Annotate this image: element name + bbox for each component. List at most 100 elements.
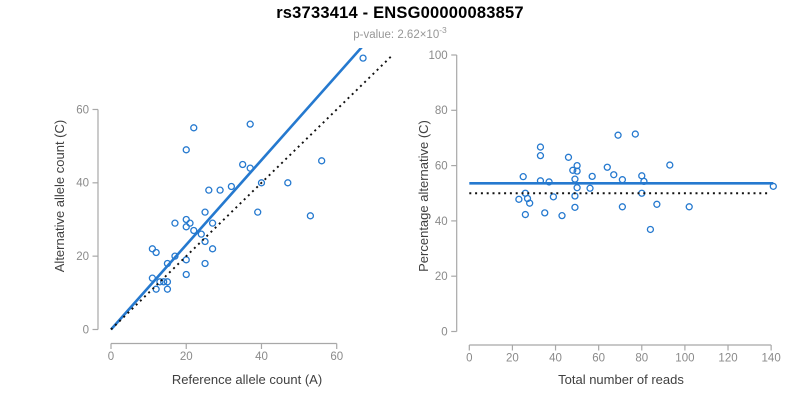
data-point	[536, 143, 545, 151]
data-point	[152, 248, 160, 257]
data-point	[216, 186, 224, 194]
data-point	[653, 200, 661, 208]
data-point	[573, 184, 581, 192]
x-tick-label: 60	[592, 353, 605, 365]
data-point	[318, 157, 326, 165]
data-point	[197, 230, 205, 238]
x-tick-label: 40	[549, 353, 562, 365]
data-point	[160, 278, 168, 286]
y-tick-label: 60	[76, 104, 89, 116]
p-value-mantissa: 2.62×10	[397, 28, 440, 41]
data-point	[190, 226, 198, 235]
data-point	[564, 153, 573, 161]
data-point	[171, 219, 179, 227]
identity-line	[110, 54, 392, 331]
data-point	[586, 184, 594, 192]
data-point	[201, 237, 209, 246]
data-point	[201, 259, 209, 268]
data-point	[163, 285, 172, 293]
data-point	[359, 54, 367, 62]
data-point	[618, 176, 627, 184]
x-tick-label: 40	[255, 351, 268, 363]
data-point	[618, 203, 627, 211]
data-point	[588, 172, 596, 181]
y-tick-label: 0	[83, 324, 89, 336]
data-point	[239, 160, 247, 169]
data-point	[182, 256, 190, 264]
data-point	[208, 245, 217, 253]
data-point	[182, 146, 190, 154]
data-point	[541, 209, 549, 217]
p-value-label: p-value:	[353, 28, 398, 41]
data-point	[573, 167, 581, 175]
data-point	[186, 219, 194, 227]
data-point	[569, 166, 577, 174]
y-tick-label: 100	[429, 50, 448, 62]
y-axis-title: Percentage alternative (C)	[416, 120, 431, 272]
x-tick-label: 60	[330, 351, 343, 363]
y-axis-title: Alternative allele count (C)	[52, 120, 67, 272]
data-point	[163, 278, 172, 286]
data-point	[666, 161, 674, 169]
data-point	[208, 219, 217, 227]
data-point	[536, 151, 545, 160]
data-point	[190, 124, 198, 132]
percentage-reads-plot-group: 0 20 40 60 80 100 120 140 0 20 40 60 80 100 Total numb…	[416, 50, 781, 387]
y-tick-label: 20	[435, 271, 448, 283]
data-point	[603, 163, 611, 171]
data-point	[182, 223, 190, 231]
data-point	[254, 208, 262, 216]
data-point	[526, 199, 534, 207]
data-point	[558, 211, 566, 220]
y-tick-label: 60	[435, 161, 448, 173]
x-axis-title: Total number of reads	[558, 372, 684, 387]
x-tick-label: 100	[675, 353, 694, 365]
y-tick-label: 40	[76, 178, 89, 190]
data-point	[614, 131, 622, 139]
x-tick-label: 80	[635, 353, 648, 365]
data-point	[571, 203, 579, 212]
data-point	[152, 285, 160, 293]
data-point	[519, 173, 527, 181]
data-point	[284, 179, 292, 187]
x-tick-label: 120	[718, 353, 737, 365]
x-axis-title: Reference allele count (A)	[172, 372, 322, 387]
p-value-subtitle: p-value: 2.62×10-3	[0, 25, 800, 41]
data-point	[227, 182, 236, 191]
p-value-exponent: -3	[439, 25, 447, 35]
data-point	[182, 270, 190, 279]
data-point	[246, 120, 254, 128]
data-point	[521, 210, 530, 219]
data-area	[469, 130, 777, 234]
allele-counts-plot-group: 0 20 40 60 0 20 40 60 Reference allele count (A)…	[52, 48, 392, 387]
data-point	[610, 171, 618, 179]
x-tick-label: 20	[506, 353, 519, 365]
data-point	[306, 212, 315, 220]
data-point	[201, 208, 209, 216]
y-tick-label: 0	[441, 326, 447, 338]
data-point	[549, 193, 558, 201]
fit-line	[110, 48, 363, 331]
data-area	[110, 48, 392, 331]
y-tick-label: 20	[76, 251, 89, 263]
data-point	[156, 278, 164, 286]
data-point	[631, 130, 639, 138]
data-point	[646, 225, 655, 234]
plot-title: rs3733414 - ENSG00000083857	[276, 4, 524, 22]
data-point	[515, 195, 523, 203]
data-point	[182, 215, 190, 224]
data-point	[571, 175, 579, 183]
data-point	[148, 245, 157, 253]
y-tick-label: 80	[435, 105, 448, 117]
data-point	[257, 179, 266, 187]
y-tick-label: 40	[435, 216, 448, 228]
data-point	[545, 178, 553, 186]
x-tick-label: 0	[108, 351, 114, 363]
x-tick-label: 0	[466, 353, 472, 365]
x-tick-label: 140	[762, 353, 781, 365]
data-point	[685, 203, 693, 211]
x-tick-label: 20	[180, 351, 193, 363]
data-point	[205, 186, 213, 194]
